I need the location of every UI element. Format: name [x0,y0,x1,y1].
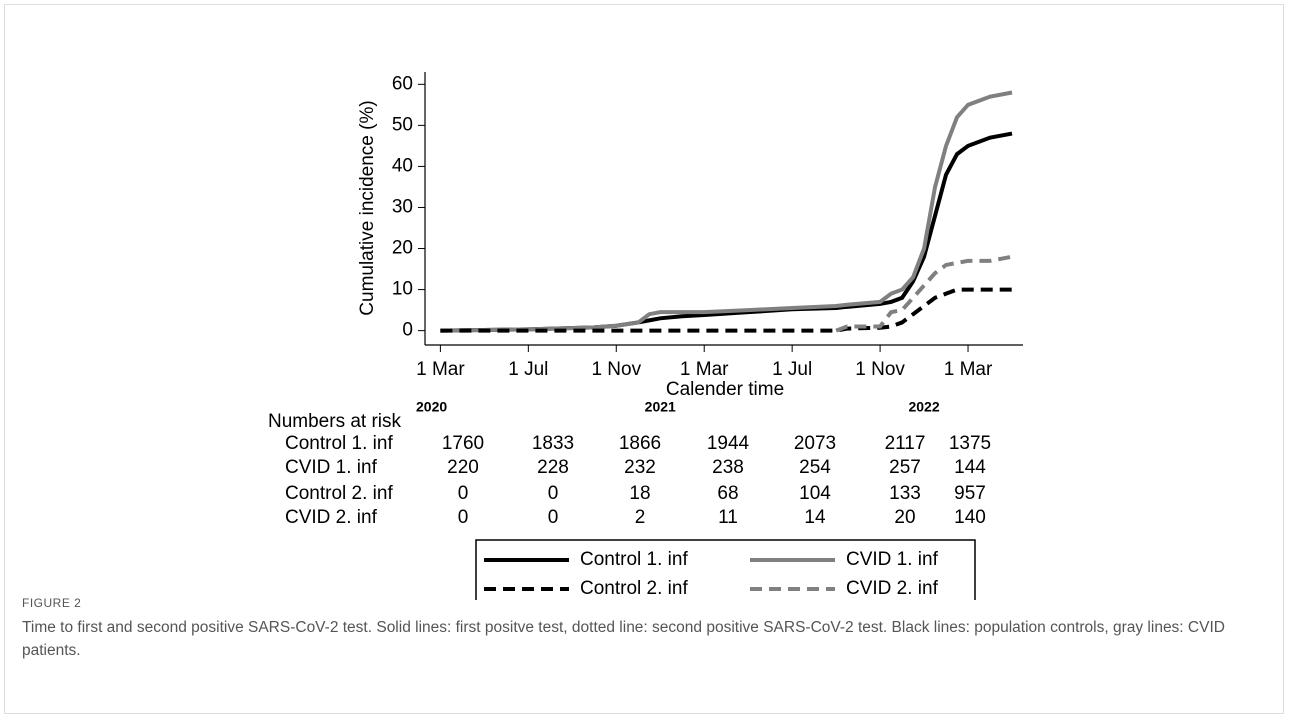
risk-value: 68 [717,483,738,504]
risk-value: 104 [799,483,831,504]
x-tick-label: 1 Nov [591,359,641,380]
risk-table-title: Numbers at risk [268,411,402,432]
y-tick-label: 60 [392,73,413,94]
y-tick-label: 40 [392,155,413,176]
x-tick-label: 1 Nov [855,359,905,380]
x-tick-label: 1 Mar [416,359,465,380]
year-label: 2022 [908,399,939,415]
risk-row-label: CVID 2. inf [285,507,378,528]
risk-value: 254 [799,457,831,478]
y-tick-label: 0 [402,320,413,341]
series-line [835,254,1013,333]
risk-row-label: Control 1. inf [285,433,393,454]
legend-label: CVID 2. inf [846,578,939,599]
y-axis-label: Cumulative incidence (%) [357,100,378,315]
risk-value: 957 [954,483,986,504]
legend-box [475,539,976,600]
risk-value: 1760 [442,433,484,454]
y-tick-label: 20 [392,238,413,259]
caption-text: Time to first and second positive SARS-C… [22,619,1225,659]
y-tick-label: 50 [392,114,413,135]
figure-frame [4,4,1284,714]
risk-value: 220 [447,457,479,478]
x-tick-label: 1 Mar [944,359,993,380]
risk-value: 133 [889,483,921,504]
risk-value: 1375 [949,433,991,454]
caption-label: FIGURE 2 [22,596,82,610]
risk-value: 228 [537,457,569,478]
risk-value: 257 [889,457,921,478]
series-line [440,90,1013,333]
risk-value: 14 [804,507,826,528]
risk-value: 238 [712,457,744,478]
x-tick-label: 1 Mar [680,359,729,380]
risk-row-label: Control 2. inf [285,483,393,504]
x-axis-label: Calender time [666,379,784,400]
risk-row-label: CVID 1. inf [285,457,378,478]
risk-value: 2117 [885,433,926,454]
risk-value: 0 [458,507,469,528]
risk-value: 11 [718,507,738,528]
x-tick-label: 1 Jul [772,359,812,380]
y-tick-label: 30 [392,196,413,217]
risk-value: 140 [954,507,986,528]
chart: Cumulative incidence (%) Calender time N… [268,72,1023,600]
legend-label: Control 1. inf [580,549,688,570]
risk-value: 232 [624,457,656,478]
risk-value: 2 [635,507,646,528]
x-tick-label: 1 Jul [508,359,548,380]
risk-value: 0 [548,483,559,504]
risk-value: 2073 [794,433,836,454]
legend-label: Control 2. inf [580,578,688,599]
risk-value: 0 [458,483,469,504]
risk-value: 20 [894,507,915,528]
risk-value: 0 [548,507,559,528]
y-tick-label: 10 [392,279,413,300]
risk-value: 1833 [532,433,574,454]
legend-label: CVID 1. inf [846,549,939,570]
year-label: 2021 [645,399,676,415]
risk-value: 1866 [619,433,661,454]
year-label: 2020 [416,399,447,415]
risk-value: 1944 [707,433,750,454]
risk-value: 144 [954,457,986,478]
risk-value: 18 [629,483,650,504]
